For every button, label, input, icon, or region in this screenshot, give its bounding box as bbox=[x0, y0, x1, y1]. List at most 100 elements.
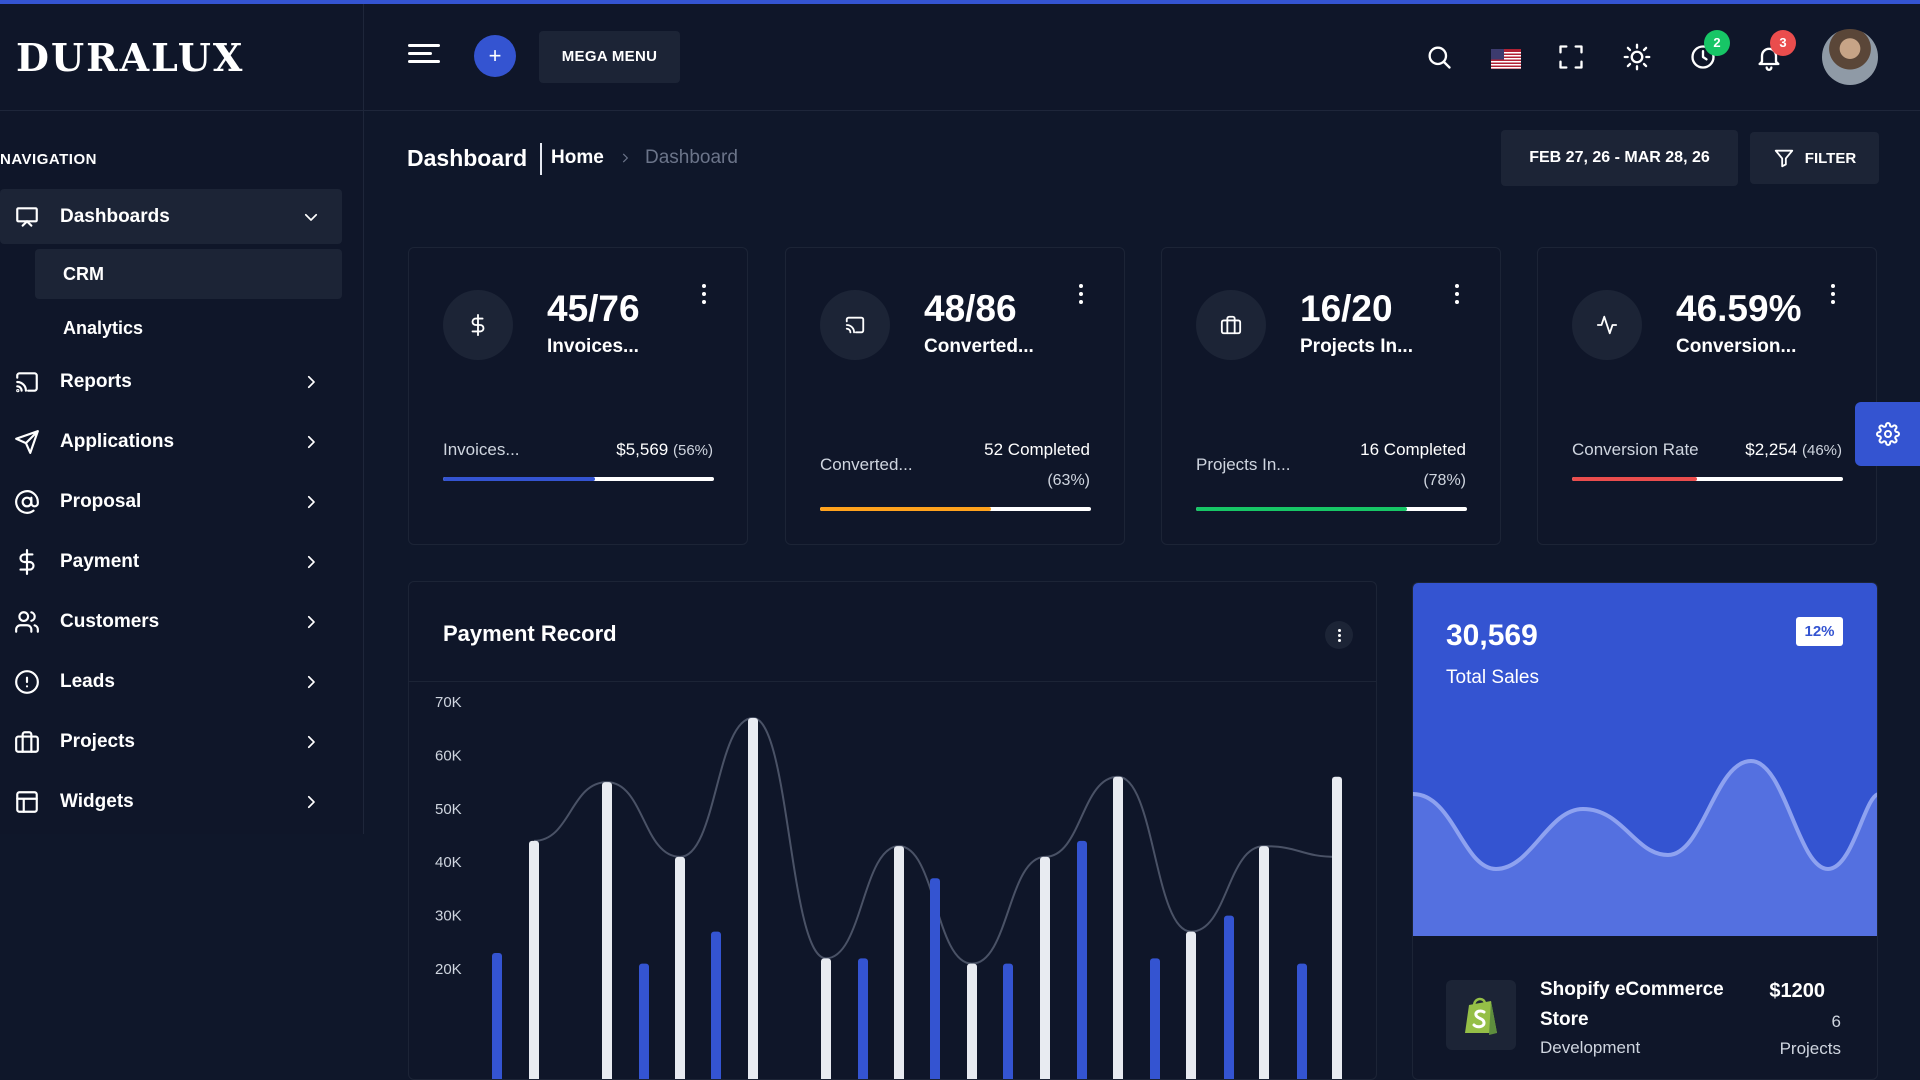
stat-label: Invoices... bbox=[547, 336, 639, 357]
add-button[interactable]: + bbox=[474, 35, 516, 77]
stat-progress-fill bbox=[443, 477, 595, 481]
chevron-right-icon bbox=[302, 433, 320, 451]
sidebar-item-label: Reports bbox=[60, 370, 132, 392]
stat-progress-track bbox=[1572, 477, 1843, 481]
more-options-icon[interactable] bbox=[1452, 284, 1462, 306]
user-avatar[interactable] bbox=[1822, 29, 1878, 85]
stat-progress-track bbox=[443, 477, 714, 481]
stat-footer-label: Projects In... bbox=[1196, 455, 1291, 474]
y-tick-label: 70K bbox=[435, 694, 462, 711]
us-flag-icon[interactable] bbox=[1491, 49, 1521, 69]
more-options-icon[interactable] bbox=[1325, 621, 1353, 649]
settings-gear-icon[interactable] bbox=[1855, 402, 1920, 466]
sun-icon[interactable] bbox=[1620, 40, 1654, 74]
project-name[interactable]: Shopify eCommerce Store bbox=[1540, 979, 1724, 1030]
chart-bar-blue bbox=[930, 878, 940, 1079]
bell-icon[interactable]: 3 bbox=[1752, 30, 1796, 74]
sidebar-item-label: Widgets bbox=[60, 790, 134, 812]
menu-icon[interactable] bbox=[408, 44, 440, 70]
search-icon[interactable] bbox=[1422, 40, 1456, 74]
stat-card-conversion: 46.59% Conversion... Conversion Rate $2,… bbox=[1537, 247, 1877, 545]
stat-label: Conversion... bbox=[1676, 336, 1797, 357]
stat-value: 45/76 bbox=[547, 288, 640, 329]
total-sales-value: 30,569 bbox=[1446, 619, 1538, 652]
stat-footer-value: 52 Completed bbox=[984, 440, 1090, 459]
stat-value: 46.59% bbox=[1676, 288, 1802, 329]
stat-card-projects: 16/20 Projects In... Projects In... 16 C… bbox=[1161, 247, 1501, 545]
stat-footer-label: Conversion Rate bbox=[1572, 440, 1699, 459]
more-options-icon[interactable] bbox=[1076, 284, 1086, 306]
stat-footer-pct: (78%) bbox=[1423, 472, 1466, 489]
sidebar-item-label: Projects bbox=[60, 730, 135, 752]
sidebar-subitem-crm[interactable]: CRM bbox=[35, 249, 342, 299]
stat-progress-fill bbox=[1572, 477, 1697, 481]
sidebar-item-label: Leads bbox=[60, 670, 115, 692]
sidebar-item-applications[interactable]: Applications bbox=[0, 414, 342, 469]
timer-badge: 2 bbox=[1704, 30, 1730, 56]
stat-progress-track bbox=[1196, 507, 1467, 511]
filter-label: FILTER bbox=[1804, 149, 1857, 167]
sidebar-item-label: Payment bbox=[60, 550, 140, 572]
stat-label: Converted... bbox=[924, 336, 1034, 357]
y-tick-label: 60K bbox=[435, 747, 462, 764]
payment-record-chart: 70K 60K 50K 40K 30K 20K bbox=[435, 694, 1342, 1079]
total-sales-label: Total Sales bbox=[1446, 667, 1539, 688]
chevron-right-icon bbox=[302, 793, 320, 811]
stat-card-invoices: 45/76 Invoices... Invoices... $5,569 (56… bbox=[408, 247, 748, 545]
sidebar-item-widgets[interactable]: Widgets bbox=[0, 774, 342, 829]
stat-footer-value: 16 Completed bbox=[1360, 440, 1466, 459]
breadcrumb-current: Dashboard bbox=[645, 147, 738, 168]
chart-bar-white bbox=[675, 856, 685, 1079]
clock-icon[interactable]: 2 bbox=[1686, 30, 1730, 74]
chart-bar-white bbox=[1040, 856, 1050, 1079]
payment-record-title: Payment Record bbox=[443, 621, 617, 646]
chevron-right-icon bbox=[302, 733, 320, 751]
dollar-icon bbox=[14, 548, 40, 575]
sidebar-item-projects[interactable]: Projects bbox=[0, 714, 342, 769]
project-category: Development bbox=[1540, 1038, 1641, 1057]
monitor-icon bbox=[14, 204, 40, 230]
users-icon bbox=[14, 609, 40, 635]
trend-line bbox=[533, 717, 1338, 965]
sales-wave-line bbox=[1413, 758, 1877, 872]
stat-value: 16/20 bbox=[1300, 288, 1393, 329]
filter-button[interactable]: FILTER bbox=[1750, 132, 1879, 184]
sidebar-item-label: Dashboards bbox=[60, 205, 170, 227]
top-accent-bar bbox=[0, 0, 1920, 4]
sidebar-item-label: Applications bbox=[60, 430, 175, 452]
sidebar-item-label: Proposal bbox=[60, 490, 142, 512]
chart-bar-blue bbox=[1224, 915, 1234, 1079]
sidebar-item-proposal[interactable]: Proposal bbox=[0, 474, 342, 529]
y-tick-label: 40K bbox=[435, 854, 462, 871]
brand-logo[interactable]: DURALUX bbox=[0, 4, 364, 111]
more-options-icon[interactable] bbox=[1828, 284, 1838, 306]
chevron-right-icon bbox=[302, 613, 320, 631]
page-title: Dashboard bbox=[407, 145, 528, 171]
sidebar-subitem-analytics[interactable]: Analytics bbox=[63, 317, 144, 338]
sidebar-item-label: Customers bbox=[60, 610, 160, 632]
sidebar-item-customers[interactable]: Customers bbox=[0, 594, 342, 649]
chart-bar-blue bbox=[1297, 963, 1307, 1079]
sidebar-item-reports[interactable]: Reports bbox=[0, 354, 342, 409]
chevron-right-icon bbox=[302, 373, 320, 391]
top-header: DURALUX + MEGA MENU 2 3 bbox=[0, 4, 1920, 111]
mega-menu-button[interactable]: MEGA MENU bbox=[539, 31, 680, 83]
dollar-icon bbox=[443, 290, 513, 360]
project-count: 6 Projects bbox=[1779, 1012, 1841, 1058]
breadcrumb-home-link[interactable]: Home bbox=[551, 147, 604, 168]
more-options-icon[interactable] bbox=[699, 284, 709, 306]
fullscreen-icon[interactable] bbox=[1554, 40, 1588, 74]
date-range-picker[interactable]: FEB 27, 26 - MAR 28, 26 bbox=[1501, 130, 1738, 186]
nav-caption: NAVIGATION bbox=[0, 151, 97, 168]
stat-footer-label: Invoices... bbox=[443, 440, 520, 459]
sidebar-item-leads[interactable]: Leads bbox=[0, 654, 342, 709]
chart-bar-white bbox=[821, 958, 831, 1079]
chart-bar-white bbox=[1186, 931, 1196, 1079]
chart-bar-white bbox=[1332, 776, 1342, 1079]
sidebar-item-payment[interactable]: Payment bbox=[0, 534, 342, 589]
chart-bar-blue bbox=[1150, 958, 1160, 1079]
stat-value: 48/86 bbox=[924, 288, 1017, 329]
sidebar-item-dashboards[interactable]: Dashboards bbox=[0, 189, 342, 244]
send-icon bbox=[14, 429, 40, 455]
growth-badge: 12% bbox=[1796, 617, 1843, 646]
